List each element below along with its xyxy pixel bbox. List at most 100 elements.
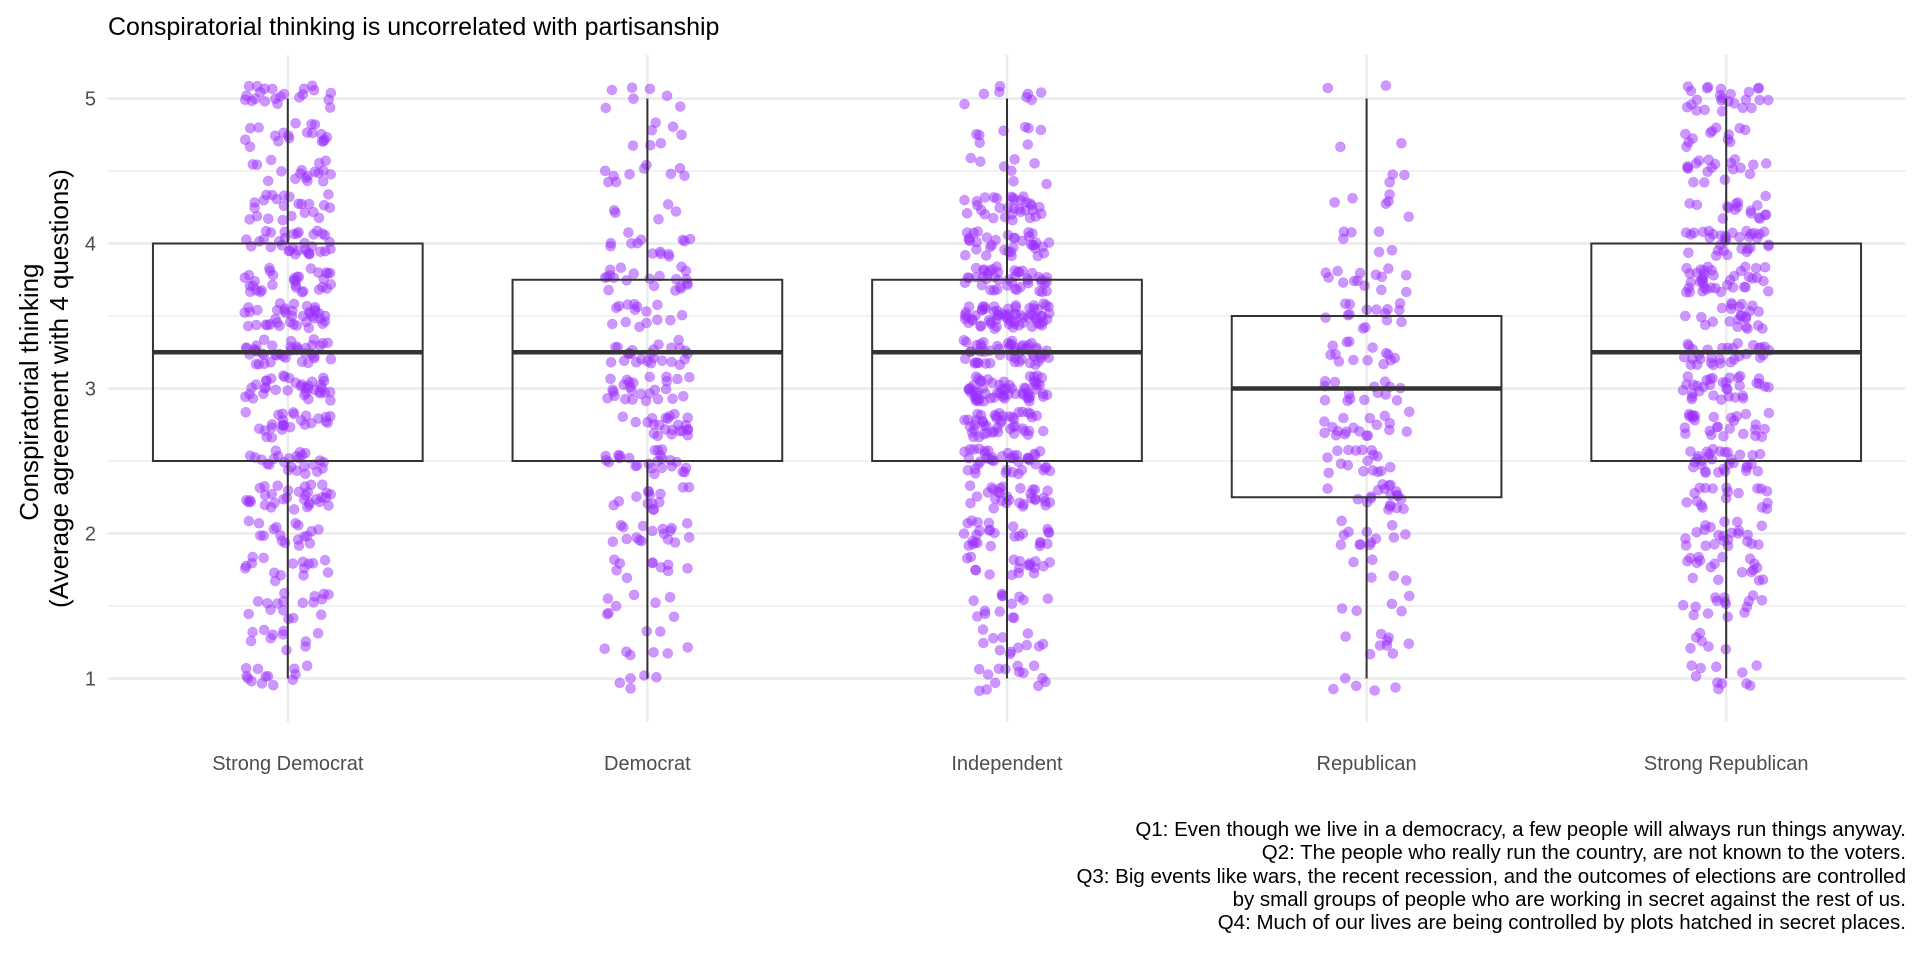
- data-point: [1028, 660, 1040, 672]
- data-point: [1703, 154, 1714, 166]
- data-point: [1701, 284, 1712, 295]
- data-point: [1685, 276, 1697, 288]
- data-point: [1386, 244, 1398, 256]
- data-point: [1335, 539, 1347, 551]
- data-point: [290, 668, 301, 680]
- data-point: [1702, 608, 1714, 619]
- data-point: [1335, 141, 1346, 153]
- data-point: [247, 626, 258, 638]
- data-point: [1684, 268, 1695, 279]
- data-point: [970, 564, 982, 576]
- data-point: [1386, 598, 1398, 610]
- data-point: [1737, 102, 1749, 114]
- data-point: [1374, 640, 1386, 651]
- data-point: [1337, 277, 1349, 288]
- data-point: [641, 306, 652, 317]
- data-point: [644, 83, 656, 95]
- data-point: [646, 412, 658, 424]
- data-point: [1378, 358, 1389, 370]
- data-point: [266, 488, 278, 500]
- data-point: [1036, 320, 1048, 331]
- data-point: [1319, 375, 1331, 387]
- caption-line-q3: Q3: Big events like wars, the recent rec…: [1076, 864, 1906, 888]
- data-point: [1362, 430, 1374, 441]
- data-point: [656, 453, 668, 465]
- data-point: [599, 272, 611, 283]
- data-point: [275, 529, 286, 541]
- caption-line-q1: Q1: Even though we live in a democracy, …: [1135, 818, 1906, 841]
- data-point: [964, 480, 976, 492]
- data-point: [621, 572, 633, 584]
- data-point: [628, 268, 640, 279]
- data-point: [1319, 427, 1330, 439]
- data-point: [1000, 663, 1011, 675]
- data-point: [306, 80, 318, 91]
- data-point: [987, 632, 999, 644]
- data-point: [274, 298, 286, 309]
- data-point: [246, 557, 258, 569]
- data-point: [1030, 359, 1041, 371]
- data-point: [241, 90, 252, 102]
- data-point: [300, 410, 312, 422]
- data-point: [307, 557, 319, 569]
- data-point: [269, 575, 281, 587]
- data-point: [322, 268, 334, 279]
- data-point: [677, 390, 689, 402]
- data-point: [1685, 642, 1696, 654]
- data-point: [624, 169, 635, 180]
- data-point: [1014, 530, 1025, 542]
- data-point: [674, 101, 686, 112]
- data-point: [970, 467, 981, 479]
- data-point: [982, 669, 994, 680]
- data-point: [679, 354, 691, 365]
- x-tick-label: Independent: [951, 753, 1063, 775]
- data-point: [1753, 373, 1765, 384]
- data-point: [999, 211, 1011, 223]
- data-point: [292, 245, 304, 256]
- data-point: [247, 159, 259, 170]
- data-point: [991, 261, 1003, 273]
- data-point: [996, 590, 1008, 602]
- data-point: [1355, 539, 1366, 550]
- data-point: [1681, 497, 1692, 508]
- data-point: [1708, 411, 1720, 423]
- data-point: [325, 169, 337, 180]
- data-point: [1035, 537, 1046, 549]
- caption-line-q4: Q4: Much of our lives are being controll…: [1217, 911, 1906, 935]
- data-point: [1740, 408, 1752, 420]
- data-point: [683, 532, 695, 543]
- data-point: [266, 340, 278, 351]
- data-point: [1004, 379, 1015, 391]
- data-point: [265, 154, 277, 166]
- data-point: [989, 677, 1001, 689]
- data-point: [1681, 141, 1692, 153]
- data-point: [1037, 638, 1049, 650]
- data-point: [276, 166, 287, 177]
- data-point: [976, 304, 988, 316]
- axis-layer: 1 2 3 4 5 Strong Democrat Democrat Independent R…: [85, 89, 1809, 776]
- data-point: [1743, 86, 1755, 98]
- data-point: [1025, 198, 1036, 209]
- data-point: [635, 388, 647, 400]
- data-point: [277, 214, 289, 226]
- data-point: [301, 660, 313, 672]
- data-point: [272, 480, 284, 492]
- data-point: [1734, 370, 1746, 382]
- data-point: [1358, 465, 1369, 477]
- data-point: [961, 552, 973, 564]
- data-point: [325, 353, 337, 365]
- data-point: [1332, 445, 1343, 457]
- data-point: [1752, 483, 1763, 494]
- data-point: [999, 393, 1010, 404]
- data-point: [1394, 298, 1406, 309]
- data-point: [666, 522, 678, 534]
- data-point: [1391, 395, 1403, 406]
- data-point: [252, 663, 264, 675]
- data-point: [1339, 428, 1351, 440]
- data-point: [259, 480, 270, 492]
- data-point: [1716, 302, 1728, 314]
- data-point: [666, 460, 678, 472]
- data-point: [628, 93, 639, 104]
- data-point: [1328, 683, 1339, 695]
- data-point: [265, 604, 276, 616]
